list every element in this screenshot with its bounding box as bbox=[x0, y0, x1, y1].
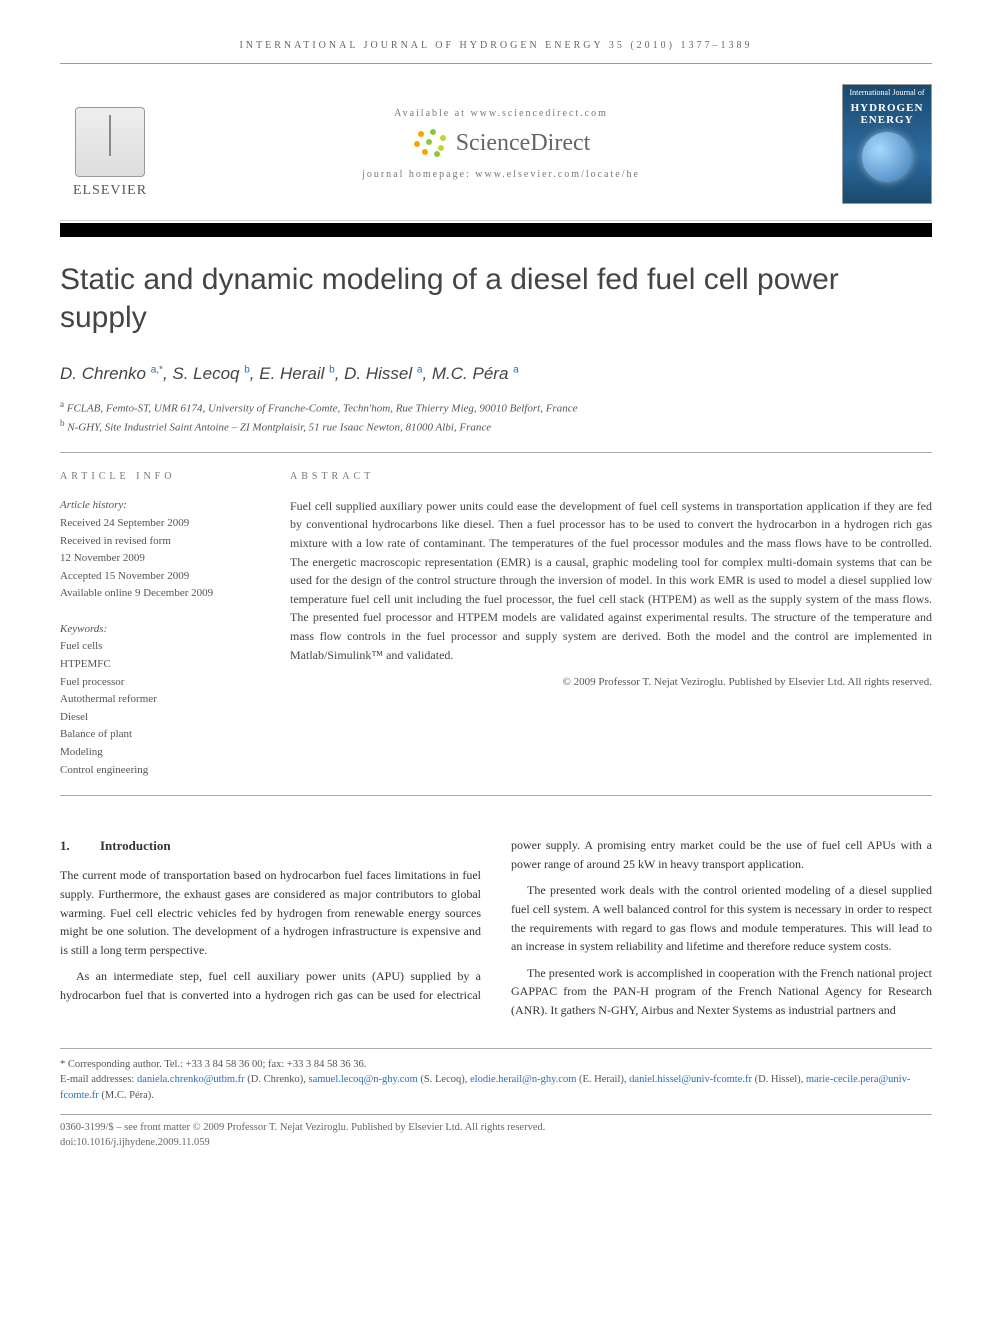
sd-brand-text: ScienceDirect bbox=[456, 130, 591, 157]
journal-cover-thumbnail: International Journal of HYDROGEN ENERGY bbox=[842, 84, 932, 204]
email-address[interactable]: daniela.chrenko@utbm.fr bbox=[137, 1074, 245, 1085]
keyword: Fuel processor bbox=[60, 674, 260, 692]
keywords-list: Fuel cellsHTPEMFCFuel processorAutotherm… bbox=[60, 638, 260, 779]
publisher-logo-block: ELSEVIER bbox=[60, 89, 160, 199]
author-list: D. Chrenko a,*, S. Lecoq b, E. Herail b,… bbox=[60, 364, 932, 384]
email-address[interactable]: elodie.herail@n-ghy.com bbox=[470, 1074, 576, 1085]
affiliations: a FCLAB, Femto-ST, UMR 6174, University … bbox=[60, 398, 932, 436]
keywords-label: Keywords: bbox=[60, 621, 260, 639]
article-page: INTERNATIONAL JOURNAL OF HYDROGEN ENERGY… bbox=[0, 0, 992, 1190]
publisher-name: ELSEVIER bbox=[73, 183, 147, 199]
abstract-heading: ABSTRACT bbox=[290, 469, 932, 485]
corresponding-author: * Corresponding author. Tel.: +33 3 84 5… bbox=[60, 1057, 932, 1104]
intro-p3: The presented work deals with the contro… bbox=[511, 881, 932, 955]
email-address[interactable]: samuel.lecoq@n-ghy.com bbox=[309, 1074, 418, 1085]
section-number: 1. bbox=[60, 836, 100, 856]
keyword: Autothermal reformer bbox=[60, 691, 260, 709]
article-title: Static and dynamic modeling of a diesel … bbox=[60, 261, 932, 336]
body-two-column: 1.Introduction The current mode of trans… bbox=[60, 836, 932, 1019]
banner-center: Available at www.sciencedirect.com Scien… bbox=[160, 108, 842, 180]
elsevier-tree-icon bbox=[75, 107, 145, 177]
footer-meta: 0360-3199/$ – see front matter © 2009 Pr… bbox=[60, 1114, 932, 1150]
section-title: Introduction bbox=[100, 838, 171, 853]
issn-copyright-line: 0360-3199/$ – see front matter © 2009 Pr… bbox=[60, 1121, 932, 1136]
emails-label: E-mail addresses: bbox=[60, 1074, 134, 1085]
running-head: INTERNATIONAL JOURNAL OF HYDROGEN ENERGY… bbox=[60, 40, 932, 64]
history-list: Received 24 September 2009Received in re… bbox=[60, 515, 260, 603]
history-line: Accepted 15 November 2009 bbox=[60, 568, 260, 586]
article-info-heading: ARTICLE INFO bbox=[60, 469, 260, 485]
journal-homepage: journal homepage: www.elsevier.com/locat… bbox=[160, 169, 842, 180]
affiliation-line: a FCLAB, Femto-ST, UMR 6174, University … bbox=[60, 398, 932, 417]
keyword: Fuel cells bbox=[60, 638, 260, 656]
title-separator-bar bbox=[60, 223, 932, 237]
section-1-heading: 1.Introduction bbox=[60, 836, 481, 856]
abstract-text: Fuel cell supplied auxiliary power units… bbox=[290, 497, 932, 664]
corresponding-label: * Corresponding author. bbox=[60, 1059, 162, 1070]
email-entry: elodie.herail@n-ghy.com (E. Herail), bbox=[467, 1074, 626, 1085]
history-line: Received 24 September 2009 bbox=[60, 515, 260, 533]
intro-p4: The presented work is accomplished in co… bbox=[511, 964, 932, 1020]
cover-title-2: ENERGY bbox=[843, 114, 931, 126]
keyword: HTPEMFC bbox=[60, 656, 260, 674]
history-label: Article history: bbox=[60, 497, 260, 515]
email-entry: samuel.lecoq@n-ghy.com (S. Lecoq), bbox=[306, 1074, 468, 1085]
history-line: Available online 9 December 2009 bbox=[60, 585, 260, 603]
sd-dots-icon bbox=[412, 129, 448, 157]
keyword: Balance of plant bbox=[60, 726, 260, 744]
doi: doi:10.1016/j.ijhydene.2009.11.059 bbox=[60, 1136, 932, 1151]
tel-fax: Tel.: +33 3 84 58 36 00; fax: +33 3 84 5… bbox=[164, 1059, 366, 1070]
keyword: Modeling bbox=[60, 744, 260, 762]
cover-title-1: HYDROGEN bbox=[843, 102, 931, 114]
available-at: Available at www.sciencedirect.com bbox=[160, 108, 842, 119]
history-line: 12 November 2009 bbox=[60, 550, 260, 568]
email-entry: daniela.chrenko@utbm.fr (D. Chrenko), bbox=[137, 1074, 306, 1085]
info-abstract-row: ARTICLE INFO Article history: Received 2… bbox=[60, 452, 932, 796]
affiliation-line: b N-GHY, Site Industriel Saint Antoine –… bbox=[60, 417, 932, 436]
footnote-block: * Corresponding author. Tel.: +33 3 84 5… bbox=[60, 1048, 932, 1104]
cover-globe-icon bbox=[862, 132, 912, 182]
keywords-block: Keywords: Fuel cellsHTPEMFCFuel processo… bbox=[60, 621, 260, 779]
email-address[interactable]: daniel.hissel@univ-fcomte.fr bbox=[629, 1074, 752, 1085]
abstract-column: ABSTRACT Fuel cell supplied auxiliary po… bbox=[290, 469, 932, 779]
cover-subtitle: International Journal of bbox=[843, 85, 931, 102]
article-info-column: ARTICLE INFO Article history: Received 2… bbox=[60, 469, 260, 779]
keyword: Diesel bbox=[60, 709, 260, 727]
abstract-copyright: © 2009 Professor T. Nejat Veziroglu. Pub… bbox=[290, 674, 932, 691]
intro-p1: The current mode of transportation based… bbox=[60, 866, 481, 959]
journal-banner: ELSEVIER Available at www.sciencedirect.… bbox=[60, 76, 932, 221]
history-line: Received in revised form bbox=[60, 533, 260, 551]
keyword: Control engineering bbox=[60, 762, 260, 780]
sciencedirect-logo: ScienceDirect bbox=[412, 129, 591, 157]
emails-list: daniela.chrenko@utbm.fr (D. Chrenko), sa… bbox=[60, 1074, 910, 1101]
email-entry: daniel.hissel@univ-fcomte.fr (D. Hissel)… bbox=[627, 1074, 804, 1085]
